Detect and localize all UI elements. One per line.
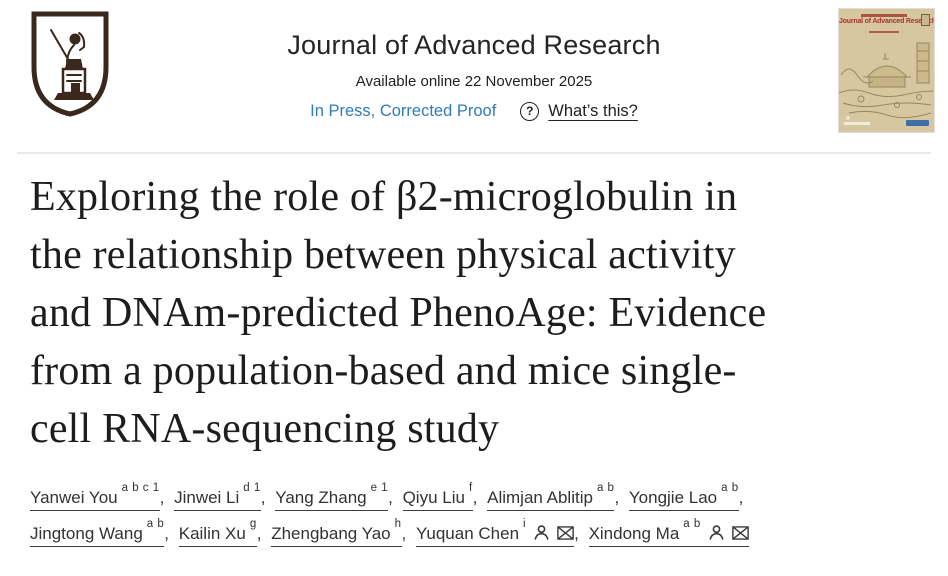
envelope-icon[interactable]: [731, 526, 749, 540]
author-link[interactable]: Qiyu Liu f: [402, 483, 473, 511]
cover-volume-line: [861, 14, 907, 17]
author-link[interactable]: Yang Zhang e 1: [275, 483, 389, 511]
author-separator: ,: [472, 488, 483, 507]
header-divider: [17, 152, 931, 154]
person-icon[interactable]: [534, 525, 549, 540]
author-link[interactable]: Kailin Xu g: [178, 519, 257, 547]
available-online-date: Available online 22 November 2025: [355, 73, 593, 90]
cover-sciencedirect-badge: [906, 120, 929, 126]
journal-logo-emblem: [31, 11, 109, 117]
author-row: Yanwei You a b c 1, Jinwei Li d 1, Yang Zh…: [30, 483, 930, 511]
author-list: Yanwei You a b c 1, Jinwei Li d 1, Yang Zh…: [30, 483, 930, 557]
author-separator: ,: [164, 524, 174, 543]
help-icon[interactable]: ?: [520, 102, 540, 121]
author-link[interactable]: Jinwei Li d 1: [174, 483, 261, 511]
article-title: Exploring the role of β2-microglobulin i…: [30, 168, 930, 458]
cover-subtitle-line: [869, 31, 899, 33]
cover-journal-title: Journal of Advanced Research: [839, 18, 935, 25]
author-separator: ,: [260, 488, 271, 507]
author-link[interactable]: Xindong Ma a b: [588, 519, 749, 547]
article-title-line: Exploring the role of β2-microglobulin i…: [30, 174, 738, 220]
publication-status-row: In Press, Corrected Proof ? What’s this?: [0, 101, 948, 122]
in-press-link[interactable]: In Press, Corrected Proof: [310, 102, 497, 120]
author-row: Jingtong Wang a b, Kailin Xu g, Zhengbang …: [30, 519, 930, 547]
journal-logo[interactable]: [30, 11, 110, 117]
author-separator: ,: [574, 524, 584, 543]
envelope-icon[interactable]: [557, 526, 574, 540]
author-separator: ,: [401, 524, 411, 543]
author-link[interactable]: Jingtong Wang a b: [30, 519, 165, 547]
author-separator: ,: [614, 488, 624, 507]
journal-header: Journal of Advanced Research Available o…: [0, 28, 948, 122]
author-separator: ,: [256, 524, 267, 543]
person-icon[interactable]: [709, 525, 724, 540]
whats-this-link[interactable]: What’s this?: [548, 102, 638, 120]
article-title-line: from a population-based and mice single-: [30, 348, 737, 394]
journal-cover-thumbnail[interactable]: Journal of Advanced Research: [838, 8, 935, 133]
article-title-line: and DNAm-predicted PhenoAge: Evidence: [30, 290, 767, 336]
author-link[interactable]: Zhengbang Yao h: [271, 519, 402, 547]
author-separator: ,: [159, 488, 170, 507]
author-link[interactable]: Yongjie Lao a b: [628, 483, 739, 511]
cover-elsevier-mark: [844, 116, 870, 125]
author-link[interactable]: Alimjan Ablitip a b: [487, 483, 615, 511]
journal-title[interactable]: Journal of Advanced Research: [287, 30, 661, 60]
author-link[interactable]: Yanwei You a b c 1: [30, 483, 160, 511]
cover-illustration: [839, 42, 934, 119]
article-title-line: the relationship between physical activi…: [30, 232, 736, 278]
author-link[interactable]: Yuquan Chen i: [416, 519, 575, 547]
cover-emblem: [921, 14, 930, 26]
author-separator: ,: [388, 488, 398, 507]
author-separator: ,: [738, 488, 744, 507]
article-title-line: cell RNA-sequencing study: [30, 406, 500, 452]
